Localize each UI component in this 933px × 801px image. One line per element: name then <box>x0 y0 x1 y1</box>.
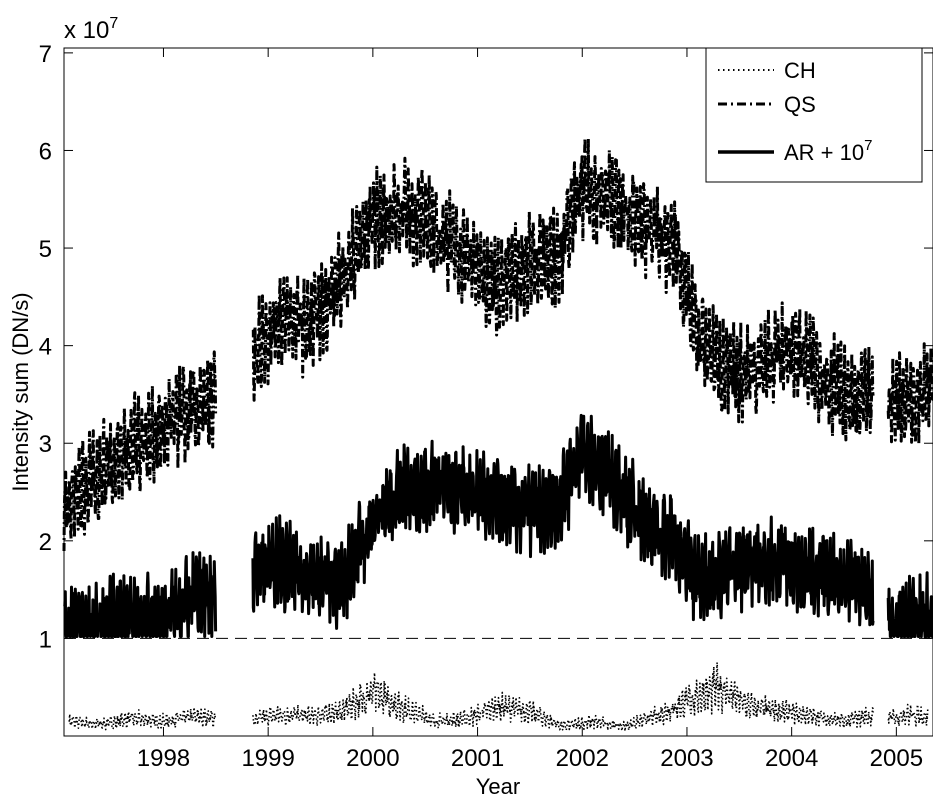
legend-qs-label: QS <box>784 92 816 117</box>
y-multiplier: x 107 <box>64 15 118 44</box>
y-tick-label: 6 <box>39 138 52 165</box>
x-axis-title: Year <box>476 774 520 799</box>
legend-ar-label-main: AR + 10 <box>784 140 864 165</box>
y-axis-title: Intensity sum (DN/s) <box>8 292 33 491</box>
series-qs-line <box>62 136 933 552</box>
legend-ch-label: CH <box>784 58 816 83</box>
legend-box <box>705 47 923 183</box>
legend: CH QS AR + 107 <box>705 47 923 183</box>
x-tick-label: 2003 <box>660 745 713 772</box>
x-tick-label: 2002 <box>556 745 609 772</box>
x-tick-label: 1998 <box>137 745 190 772</box>
x-tick-label: 1999 <box>241 745 294 772</box>
series-layer <box>62 136 933 732</box>
series-ch-line <box>68 661 929 732</box>
legend-ar-label: AR + 107 <box>784 137 872 165</box>
x-tick-label: 2000 <box>346 745 399 772</box>
y-tick-label: 1 <box>39 626 52 653</box>
x-tick-label: 2005 <box>870 745 923 772</box>
y-tick-label: 4 <box>39 334 52 361</box>
x-tick-label: 2001 <box>451 745 504 772</box>
x-tick-label: 2004 <box>765 745 818 772</box>
axis-layer: 1 2 3 4 5 6 7 1998 1999 2000 2001 2002 2003 2004 2005 <box>39 41 933 772</box>
y-tick-label: 5 <box>39 236 52 263</box>
legend-ar-label-sup: 7 <box>864 137 872 154</box>
series-ar-10-7-line <box>62 413 933 638</box>
y-tick-label: 2 <box>39 529 52 556</box>
y-multiplier-base: x 10 <box>64 17 109 44</box>
y-tick-label: 3 <box>39 431 52 458</box>
y-multiplier-exponent: 7 <box>109 15 118 32</box>
y-tick-label: 7 <box>39 41 52 68</box>
